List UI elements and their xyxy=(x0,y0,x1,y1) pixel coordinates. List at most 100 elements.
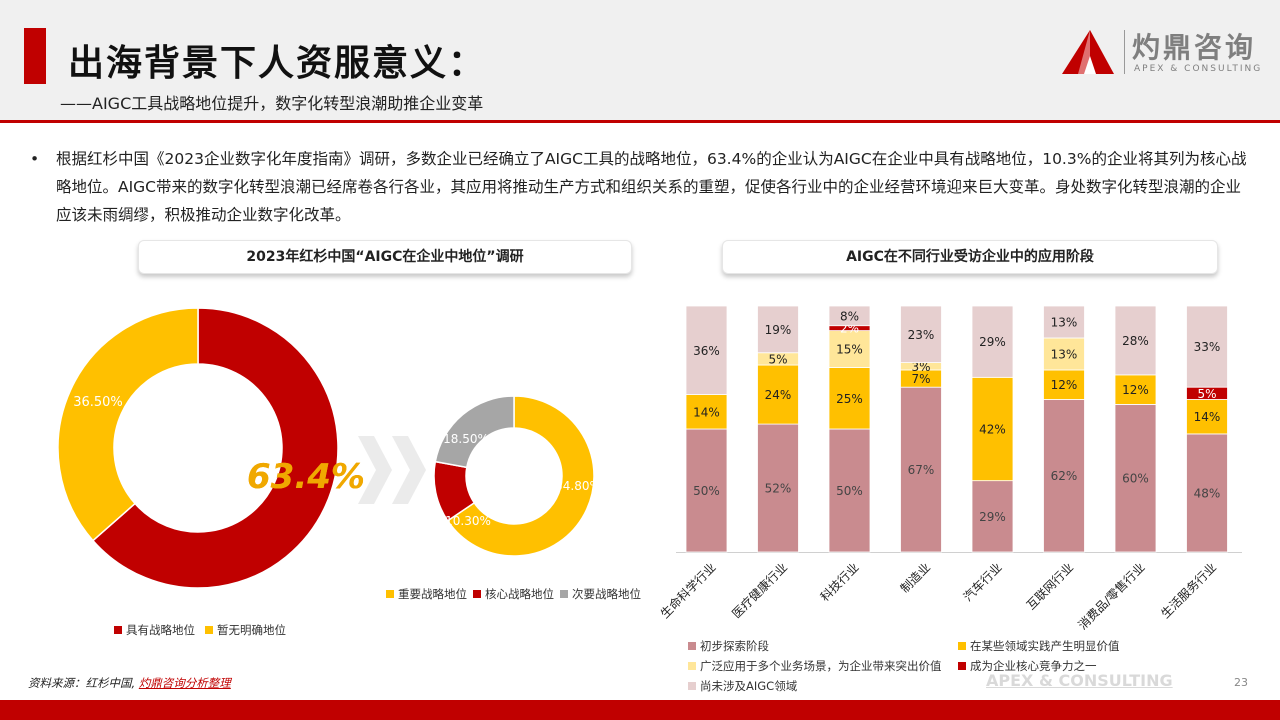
slice-label: 63.4% xyxy=(247,457,365,497)
page-number: 23 xyxy=(1234,676,1248,689)
category-tick-label: 制造业 xyxy=(898,560,933,595)
bar-value-label: 24% xyxy=(765,388,792,402)
bar-value-label: 48% xyxy=(1194,486,1221,500)
bar-value-label: 14% xyxy=(1194,410,1221,424)
bullet-marker: • xyxy=(30,150,40,168)
category-tick-label: 汽车行业 xyxy=(960,560,1005,605)
legend-swatch xyxy=(386,590,394,598)
bar-segment xyxy=(757,364,799,425)
footer-watermark: APEX & CONSULTING xyxy=(986,671,1173,690)
bar-segment xyxy=(757,305,799,354)
bar-value-label: 13% xyxy=(1051,315,1078,329)
right-panel-title: AIGC在不同行业受访企业中的应用阶段 xyxy=(722,240,1218,274)
donut-slice xyxy=(434,395,515,469)
bar-value-label: 28% xyxy=(1122,334,1149,348)
category-tick-label: 生命科学行业 xyxy=(657,560,719,622)
slice-label: 10.30% xyxy=(445,514,491,528)
bar-segment xyxy=(828,305,871,327)
legend-swatch xyxy=(114,626,122,634)
footer-bar xyxy=(0,700,1280,720)
bar-value-label: 29% xyxy=(979,335,1006,349)
legend-swatch xyxy=(688,662,696,670)
header-band: 出海背景下人资服意义： ——AIGC工具战略地位提升，数字化转型浪潮助推企业变革 xyxy=(0,0,1280,123)
company-logo: 灼鼎咨询 APEX & CONSULTING xyxy=(1060,26,1270,78)
bar-value-label: 23% xyxy=(908,328,935,342)
bar-value-label: 25% xyxy=(836,392,863,406)
category-tick-label: 医疗健康行业 xyxy=(729,560,791,622)
chevron-right-icon xyxy=(392,436,426,504)
legend-swatch xyxy=(958,662,966,670)
slice-label: 18.50% xyxy=(443,432,489,446)
bar-value-label: 36% xyxy=(693,344,720,358)
legend-swatch xyxy=(205,626,213,634)
logo-name: 灼鼎咨询 xyxy=(1132,31,1257,64)
bar-value-label: 60% xyxy=(1122,472,1149,486)
bar-value-label: 33% xyxy=(1194,340,1221,354)
bar-segment xyxy=(685,305,728,395)
highlight-percent-label: 63.4% xyxy=(247,457,365,497)
category-tick-label: 消费品/零售行业 xyxy=(1075,560,1148,633)
bar-segment xyxy=(1043,337,1085,371)
bar-value-label: 8% xyxy=(840,309,859,323)
legend-swatch xyxy=(473,590,481,598)
legend-label: 次要战略地位 xyxy=(572,587,641,601)
legend-swatch xyxy=(688,682,696,690)
bar-value-label: 13% xyxy=(1051,347,1078,361)
bar-segment xyxy=(828,367,871,430)
category-tick-label: 互联网行业 xyxy=(1024,560,1076,612)
bar-segment xyxy=(1186,433,1228,553)
left-panel-title: 2023年红杉中国“AIGC在企业中地位”调研 xyxy=(138,240,632,274)
bar-segment xyxy=(1186,399,1228,435)
bar-value-label: 50% xyxy=(836,484,863,498)
bar-value-label: 14% xyxy=(693,405,720,419)
legend-swatch xyxy=(560,590,568,598)
bar-segment xyxy=(1114,374,1157,405)
legend-label: 具有战略地位 xyxy=(126,623,195,637)
bar-value-label: 15% xyxy=(836,343,863,357)
bar-segment xyxy=(900,386,942,553)
donut-slice xyxy=(91,307,339,589)
category-tick-label: 生活服务行业 xyxy=(1158,560,1220,622)
title-accent-bar xyxy=(24,28,46,84)
donut-slice xyxy=(446,395,595,557)
legend-label: 重要战略地位 xyxy=(398,587,467,601)
bar-value-label: 5% xyxy=(768,352,787,366)
bar-segment xyxy=(1114,403,1157,553)
source-link[interactable]: 灼鼎咨询分析整理 xyxy=(138,676,231,690)
bar-segment xyxy=(1043,399,1085,553)
legend-swatch xyxy=(688,642,696,650)
bar-value-label: 50% xyxy=(693,484,720,498)
chevron-right-icon xyxy=(358,436,392,504)
source-prefix: 资料来源：红杉中国, xyxy=(28,676,136,690)
bar-segment xyxy=(1186,305,1228,388)
summary-text: 根据红杉中国《2023企业数字化年度指南》调研，多数企业已经确立了AIGC工具的… xyxy=(56,150,1247,224)
donut-slice xyxy=(57,307,199,542)
page-title: 出海背景下人资服意义： xyxy=(68,43,487,84)
bar-segment xyxy=(1043,305,1085,339)
bar-value-label: 67% xyxy=(908,463,935,477)
bar-segment xyxy=(1043,369,1085,400)
legend-label: 尚未涉及AIGC领域 xyxy=(700,679,798,693)
slice-label: 54.80% xyxy=(555,479,601,493)
bar-value-label: 52% xyxy=(765,482,792,496)
legend-label: 成为企业核心竞争力之一 xyxy=(970,659,1097,673)
source-note: 资料来源：红杉中国, 灼鼎咨询分析整理 xyxy=(28,675,231,691)
bar-value-label: 7% xyxy=(911,372,930,386)
legend-swatch xyxy=(958,642,966,650)
bar-value-label: 62% xyxy=(1051,469,1078,483)
legend-label: 初步探索阶段 xyxy=(700,639,769,653)
legend-label: 在某些领域实践产生明显价值 xyxy=(970,639,1120,653)
bar-segment xyxy=(828,428,871,553)
slice-label: 36.50% xyxy=(73,395,123,410)
bar-segment xyxy=(685,428,728,553)
page-subtitle: ——AIGC工具战略地位提升，数字化转型浪潮助推企业变革 xyxy=(60,94,484,113)
legend-label: 核心战略地位 xyxy=(485,587,554,601)
logo-separator xyxy=(1124,30,1125,74)
legend-label: 广泛应用于多个业务场景，为企业带来突出价值 xyxy=(700,659,942,673)
category-tick-label: 科技行业 xyxy=(818,560,862,604)
triangle-logo-icon xyxy=(1062,30,1114,74)
bar-segment xyxy=(971,305,1014,378)
header-divider xyxy=(0,120,1280,123)
bar-value-label: 12% xyxy=(1051,378,1078,392)
bar-segment xyxy=(1114,305,1157,376)
